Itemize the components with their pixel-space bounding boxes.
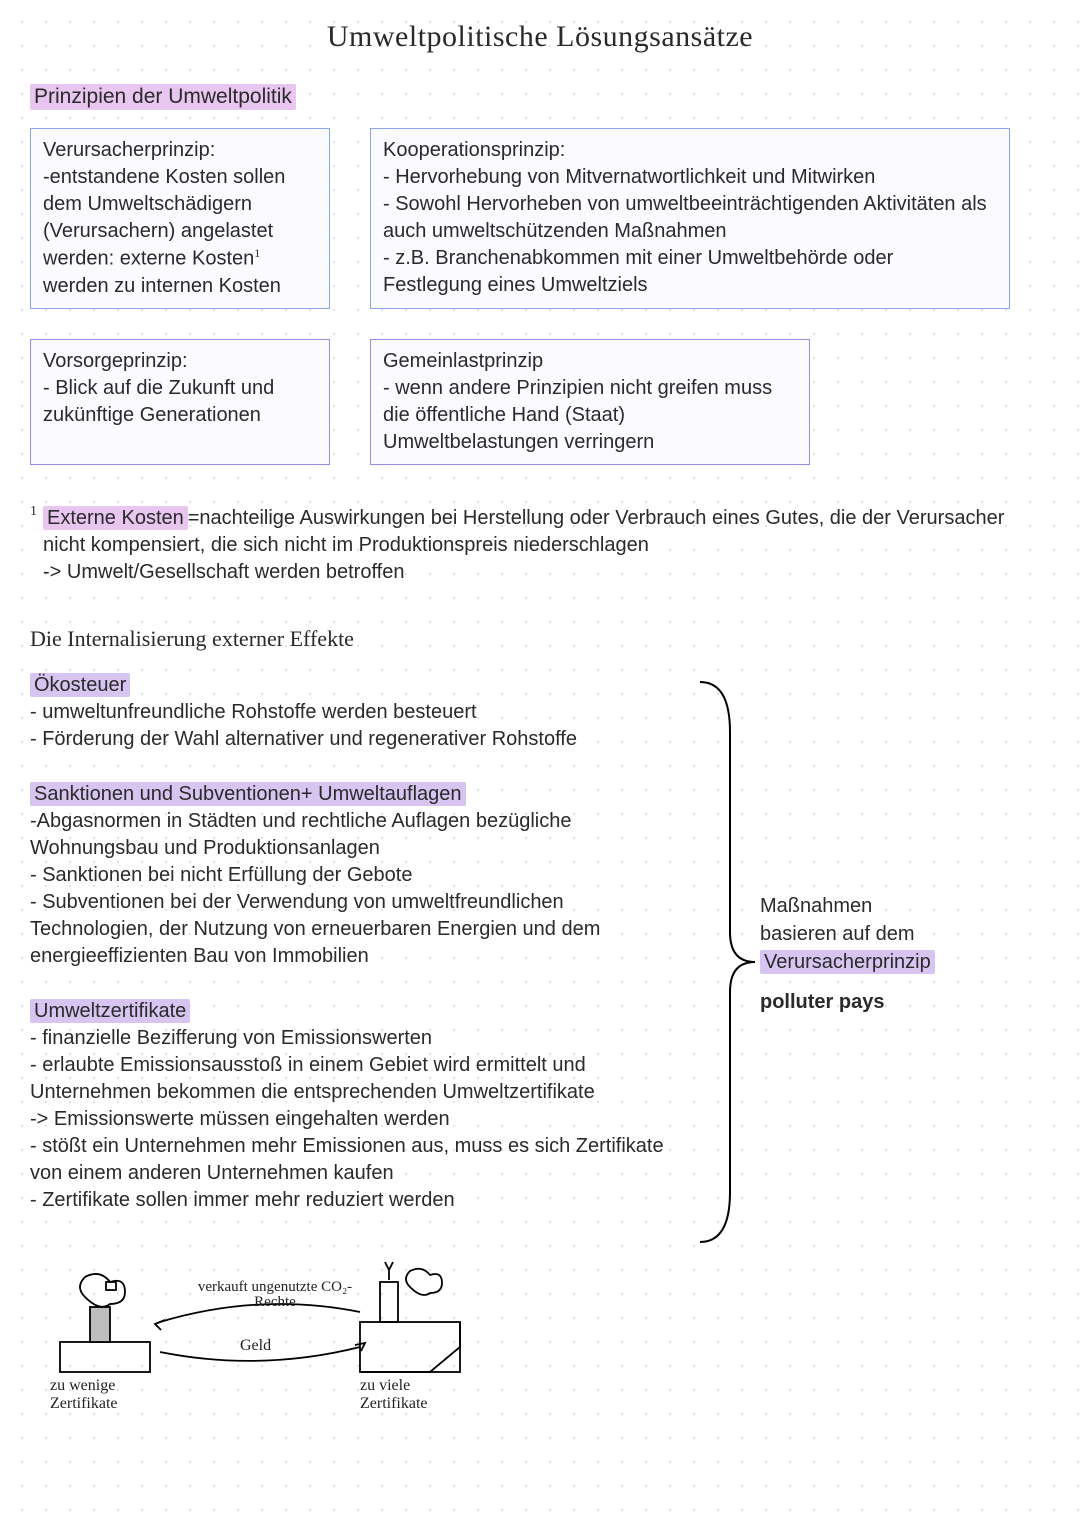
measure-title: Sanktionen und Subventionen+ Umweltaufla… <box>30 782 466 806</box>
measure-line: - Zertifikate sollen immer mehr reduzier… <box>30 1187 680 1214</box>
box-line: - Blick auf die Zukunft und zukünftige G… <box>43 375 317 429</box>
box-line: -entstandene Kosten sollen dem Umweltsch… <box>43 164 317 273</box>
measures-summary: Maßnahmen basieren auf dem Verursacherpr… <box>760 672 1020 1242</box>
box-line: - Hervorhebung von Mitvernatwortlichkeit… <box>383 164 997 191</box>
summary-line: Maßnahmen <box>760 892 1020 920</box>
summary-bold: polluter pays <box>760 988 1020 1016</box>
footnote-marker: 1 <box>30 503 37 584</box>
box-line: werden zu internen Kosten <box>43 273 317 300</box>
measure-line: -> Emissionswerte müssen eingehalten wer… <box>30 1106 680 1133</box>
brace-column <box>680 672 760 1242</box>
sketch-label-bottom: Geld <box>240 1337 271 1355</box>
sketch-label-left: zu wenige Zertifikate <box>50 1377 160 1413</box>
box-row-2: Vorsorgeprinzip: - Blick auf die Zukunft… <box>30 339 1050 465</box>
measure-umweltzertifikate: Umweltzertifikate - finanzielle Beziffer… <box>30 998 680 1214</box>
summary-highlight: Verursacherprinzip <box>760 950 935 974</box>
box-vorsorgeprinzip: Vorsorgeprinzip: - Blick auf die Zukunft… <box>30 339 330 465</box>
measure-sanktionen: Sanktionen und Subventionen+ Umweltaufla… <box>30 781 680 970</box>
summary-line: basieren auf dem <box>760 920 1020 948</box>
measure-line: - stößt ein Unternehmen mehr Emissionen … <box>30 1133 680 1187</box>
box-title: Verursacherprinzip: <box>43 137 317 164</box>
box-kooperationsprinzip: Kooperationsprinzip: - Hervorhebung von … <box>370 128 1010 309</box>
measure-oekosteuer: Ökosteuer - umweltunfreundliche Rohstoff… <box>30 672 680 753</box>
measures-layout: Ökosteuer - umweltunfreundliche Rohstoff… <box>30 672 1050 1242</box>
box-title: Vorsorgeprinzip: <box>43 348 317 375</box>
box-title: Gemeinlastprinzip <box>383 348 797 375</box>
measures-column: Ökosteuer - umweltunfreundliche Rohstoff… <box>30 672 680 1242</box>
box-verursacherprinzip: Verursacherprinzip: -entstandene Kosten … <box>30 128 330 309</box>
box-row-1: Verursacherprinzip: -entstandene Kosten … <box>30 128 1050 309</box>
measure-line: -Abgasnormen in Städten und rechtliche A… <box>30 808 680 862</box>
highlight-principles: Prinzipien der Umweltpolitik <box>30 84 296 110</box>
box-gemeinlastprinzip: Gemeinlastprinzip - wenn andere Prinzipi… <box>370 339 810 465</box>
footnote-text: =nachteilige Auswirkungen bei Herstellun… <box>43 507 1004 556</box>
measure-title: Umweltzertifikate <box>30 999 190 1023</box>
sketch-label-top: verkauft ungenutzte CO₂-Rechte <box>190 1280 360 1310</box>
footnote: 1 Externe Kosten=nachteilige Auswirkunge… <box>30 505 1050 586</box>
measure-line: - umweltunfreundliche Rohstoffe werden b… <box>30 699 680 726</box>
measure-title: Ökosteuer <box>30 673 130 697</box>
box-line: - wenn andere Prinzipien nicht greifen m… <box>383 375 797 456</box>
box-title: Kooperationsprinzip: <box>383 137 997 164</box>
measure-line: - Förderung der Wahl alternativer und re… <box>30 726 680 753</box>
measure-line: - erlaubte Emissionsausstoß in einem Geb… <box>30 1052 680 1106</box>
measure-line: - finanzielle Bezifferung von Emissionsw… <box>30 1025 680 1052</box>
measure-line: - Sanktionen bei nicht Erfüllung der Geb… <box>30 862 680 889</box>
curly-brace-icon <box>680 672 760 1252</box>
measure-line: - Subventionen bei der Verwendung von um… <box>30 889 680 970</box>
footnote-arrow: -> Umwelt/Gesellschaft werden betroffen <box>43 559 1050 586</box>
footnote-highlight: Externe Kosten <box>43 506 188 530</box>
section-heading-principles: Prinzipien der Umweltpolitik <box>30 84 1050 110</box>
box-line: - Sowohl Hervorheben von umweltbeeinträc… <box>383 191 997 245</box>
section-heading-internalisation: Die Internalisierung externer Effekte <box>30 626 1050 652</box>
sketch-label-right: zu viele Zertifikate <box>360 1377 470 1413</box>
box-line: - z.B. Branchenabkommen mit einer Umwelt… <box>383 245 997 299</box>
factory-sketch: verkauft ungenutzte CO₂-Rechte Geld zu w… <box>30 1252 580 1432</box>
footnote-ref: 1 <box>254 246 260 260</box>
page-title: Umweltpolitische Lösungsansätze <box>30 20 1050 54</box>
